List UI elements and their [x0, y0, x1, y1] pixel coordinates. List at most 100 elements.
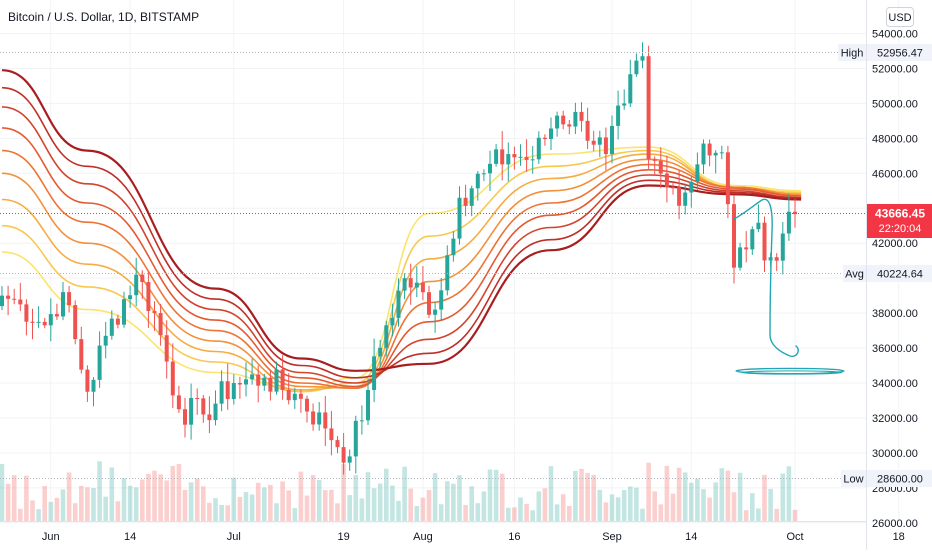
- candle-body: [744, 247, 749, 250]
- price-tick-label: 38000.00: [872, 308, 918, 320]
- volume-bar: [377, 483, 383, 521]
- time-tick-label: 19: [337, 531, 349, 543]
- volume-bar: [274, 503, 279, 521]
- candle-body: [311, 411, 316, 425]
- ema-line-7: [1, 106, 802, 384]
- candle-body: [481, 173, 486, 175]
- candle-body: [640, 56, 645, 61]
- candle-body: [780, 233, 785, 261]
- price-tick-label: 54000.00: [872, 29, 918, 41]
- last-price-bg: [867, 204, 932, 238]
- volume-bar: [390, 485, 395, 521]
- volume-bar: [518, 497, 523, 521]
- volume-bar: [664, 465, 670, 521]
- last-price-value: 43666.45: [875, 207, 925, 221]
- candle-body: [750, 229, 755, 250]
- candle-body: [170, 361, 175, 396]
- candle-body: [183, 409, 187, 425]
- candle-body: [140, 274, 145, 283]
- price-tick-labels: 54000.00 52000.00 50000.00 48000.00 46000.00…: [872, 29, 918, 530]
- time-axis[interactable]: Jun 14 Jul 19 Aug 16 Sep 14 Oct 18: [0, 521, 905, 544]
- candle-body: [329, 428, 334, 441]
- candle-body: [73, 305, 78, 340]
- volume-bar: [560, 494, 566, 521]
- time-tick-label: 18: [893, 531, 905, 543]
- candle-body: [353, 420, 358, 457]
- ema-line-8: [1, 86, 802, 379]
- candle-body: [652, 159, 657, 161]
- candle-body: [372, 356, 377, 390]
- volume-bar: [359, 498, 365, 521]
- volume-bar: [499, 473, 505, 521]
- price-axis[interactable]: 54000.00 52000.00 50000.00 48000.00 46000.00…: [866, 0, 918, 550]
- candle-body: [79, 339, 84, 370]
- volume-bar: [329, 489, 334, 521]
- volume-bar: [475, 503, 481, 521]
- volume-bar: [481, 491, 487, 521]
- currency-button-frame[interactable]: [886, 7, 914, 27]
- volume-bar: [170, 465, 176, 521]
- candle-body: [420, 282, 425, 293]
- volume-bar: [365, 472, 371, 521]
- candle-body: [286, 389, 291, 401]
- time-tick-label: Jul: [227, 531, 241, 543]
- currency-label[interactable]: USD: [888, 12, 911, 24]
- candle-body: [695, 164, 700, 182]
- ema-line-1: [1, 146, 802, 391]
- volume-bar: [5, 483, 11, 521]
- volume-bar: [103, 496, 108, 521]
- volume-bar: [323, 490, 328, 521]
- time-tick-label: 14: [685, 531, 697, 543]
- candle-body: [603, 137, 608, 155]
- volume-bar: [432, 473, 438, 521]
- candle-body: [518, 156, 523, 158]
- volume-bar: [280, 481, 285, 521]
- volume-bar: [164, 480, 169, 521]
- candle-body: [500, 149, 505, 165]
- volume-bar: [567, 505, 572, 521]
- target-ellipse-inner[interactable]: [741, 370, 843, 375]
- candle-body: [231, 383, 236, 400]
- candle-body: [396, 290, 401, 318]
- candle-body: [689, 181, 694, 193]
- currency-button[interactable]: USD: [886, 7, 914, 27]
- volume-bar: [658, 504, 664, 521]
- price-tick-label: 26000.00: [872, 518, 918, 530]
- volume-bar: [182, 489, 188, 521]
- volume-bar: [597, 489, 603, 521]
- candle-body: [146, 282, 151, 312]
- candle-body: [250, 374, 255, 380]
- high-value-bg: [867, 44, 932, 61]
- volume-bar: [676, 467, 682, 521]
- candle-body: [646, 56, 651, 160]
- candle-body: [585, 120, 590, 141]
- volume-bar: [792, 509, 798, 521]
- volume-bar: [402, 466, 407, 521]
- candle-body: [494, 149, 499, 164]
- candle-body: [524, 156, 529, 160]
- candle-body: [622, 103, 627, 106]
- volume-bar: [780, 473, 786, 521]
- volume-bar: [438, 504, 444, 521]
- candle-body: [664, 173, 669, 188]
- candle-body: [561, 115, 566, 125]
- volume-bar: [396, 500, 401, 521]
- candle-body: [36, 321, 41, 323]
- countdown-value: 22:20:04: [879, 223, 922, 235]
- volume-bar: [298, 471, 304, 521]
- high-value: 52956.47: [877, 48, 923, 60]
- volume-bar: [737, 472, 743, 521]
- volume-bar: [66, 472, 72, 521]
- user-drawing[interactable]: [733, 198, 845, 375]
- time-tick-label: 14: [124, 531, 136, 543]
- volume-bar: [188, 482, 194, 521]
- candle-body: [134, 274, 139, 296]
- volume-bar: [774, 508, 779, 521]
- volume-bar: [353, 474, 359, 521]
- candlesticks: [0, 42, 797, 475]
- candle-body: [469, 188, 474, 206]
- volume-bar: [36, 509, 41, 521]
- arrow-stroke[interactable]: [733, 198, 799, 358]
